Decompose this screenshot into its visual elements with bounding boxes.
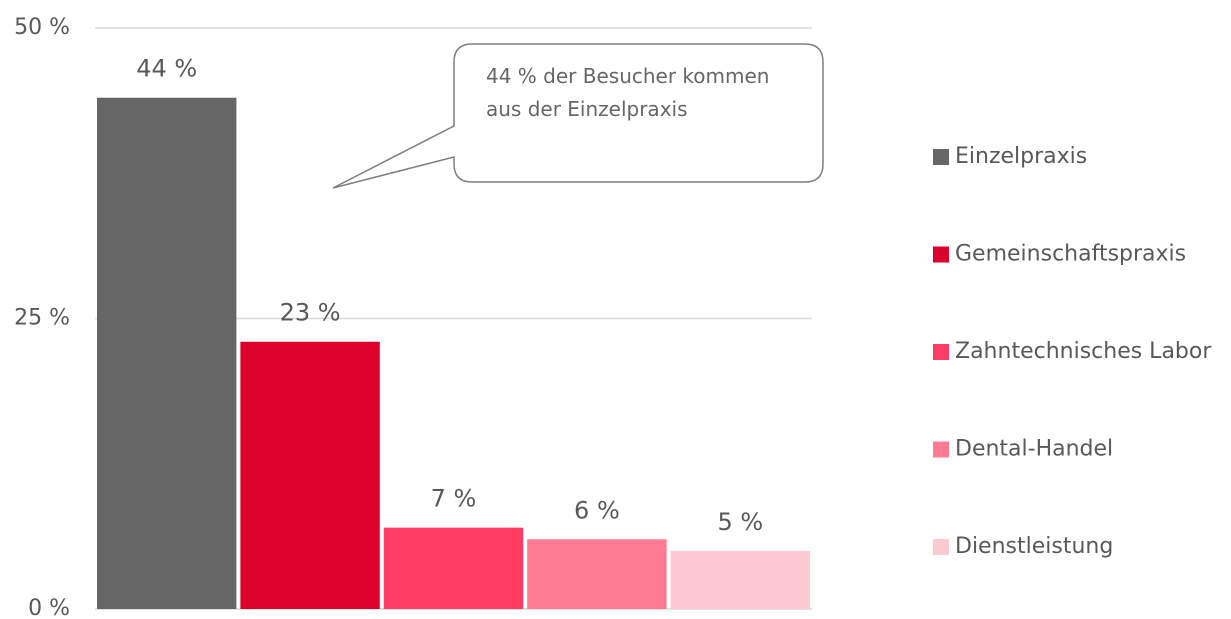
legend-swatch	[933, 149, 949, 165]
bar	[383, 527, 524, 609]
data-label: 6 %	[574, 496, 620, 524]
bar	[240, 341, 380, 609]
legend-swatch	[933, 344, 949, 360]
legend-label: Dental-Handel	[955, 437, 1113, 462]
bar	[527, 539, 667, 609]
bar	[97, 97, 237, 609]
legend-swatch	[933, 539, 949, 555]
annotation: 44 % der Besucher kommen aus der Einzelp…	[486, 64, 770, 121]
legend-label: Zahntechnisches Labor	[955, 339, 1212, 364]
legend-label: Dienstleistung	[955, 534, 1113, 559]
bar	[670, 550, 810, 609]
callout	[332, 43, 824, 189]
data-label: 23 %	[280, 299, 341, 327]
legend-label: Einzelpraxis	[955, 144, 1087, 169]
legend-label: Gemeinschaftspraxis	[955, 242, 1186, 267]
data-label: 5 %	[717, 508, 763, 536]
y-tick-label: 50 %	[14, 15, 70, 40]
legend-swatch	[933, 246, 949, 263]
data-label: 44 %	[136, 55, 197, 83]
y-tick-label: 25 %	[14, 306, 70, 331]
y-tick-label: 0 %	[28, 596, 70, 619]
legend-swatch	[933, 441, 949, 458]
data-label: 7 %	[431, 485, 477, 513]
